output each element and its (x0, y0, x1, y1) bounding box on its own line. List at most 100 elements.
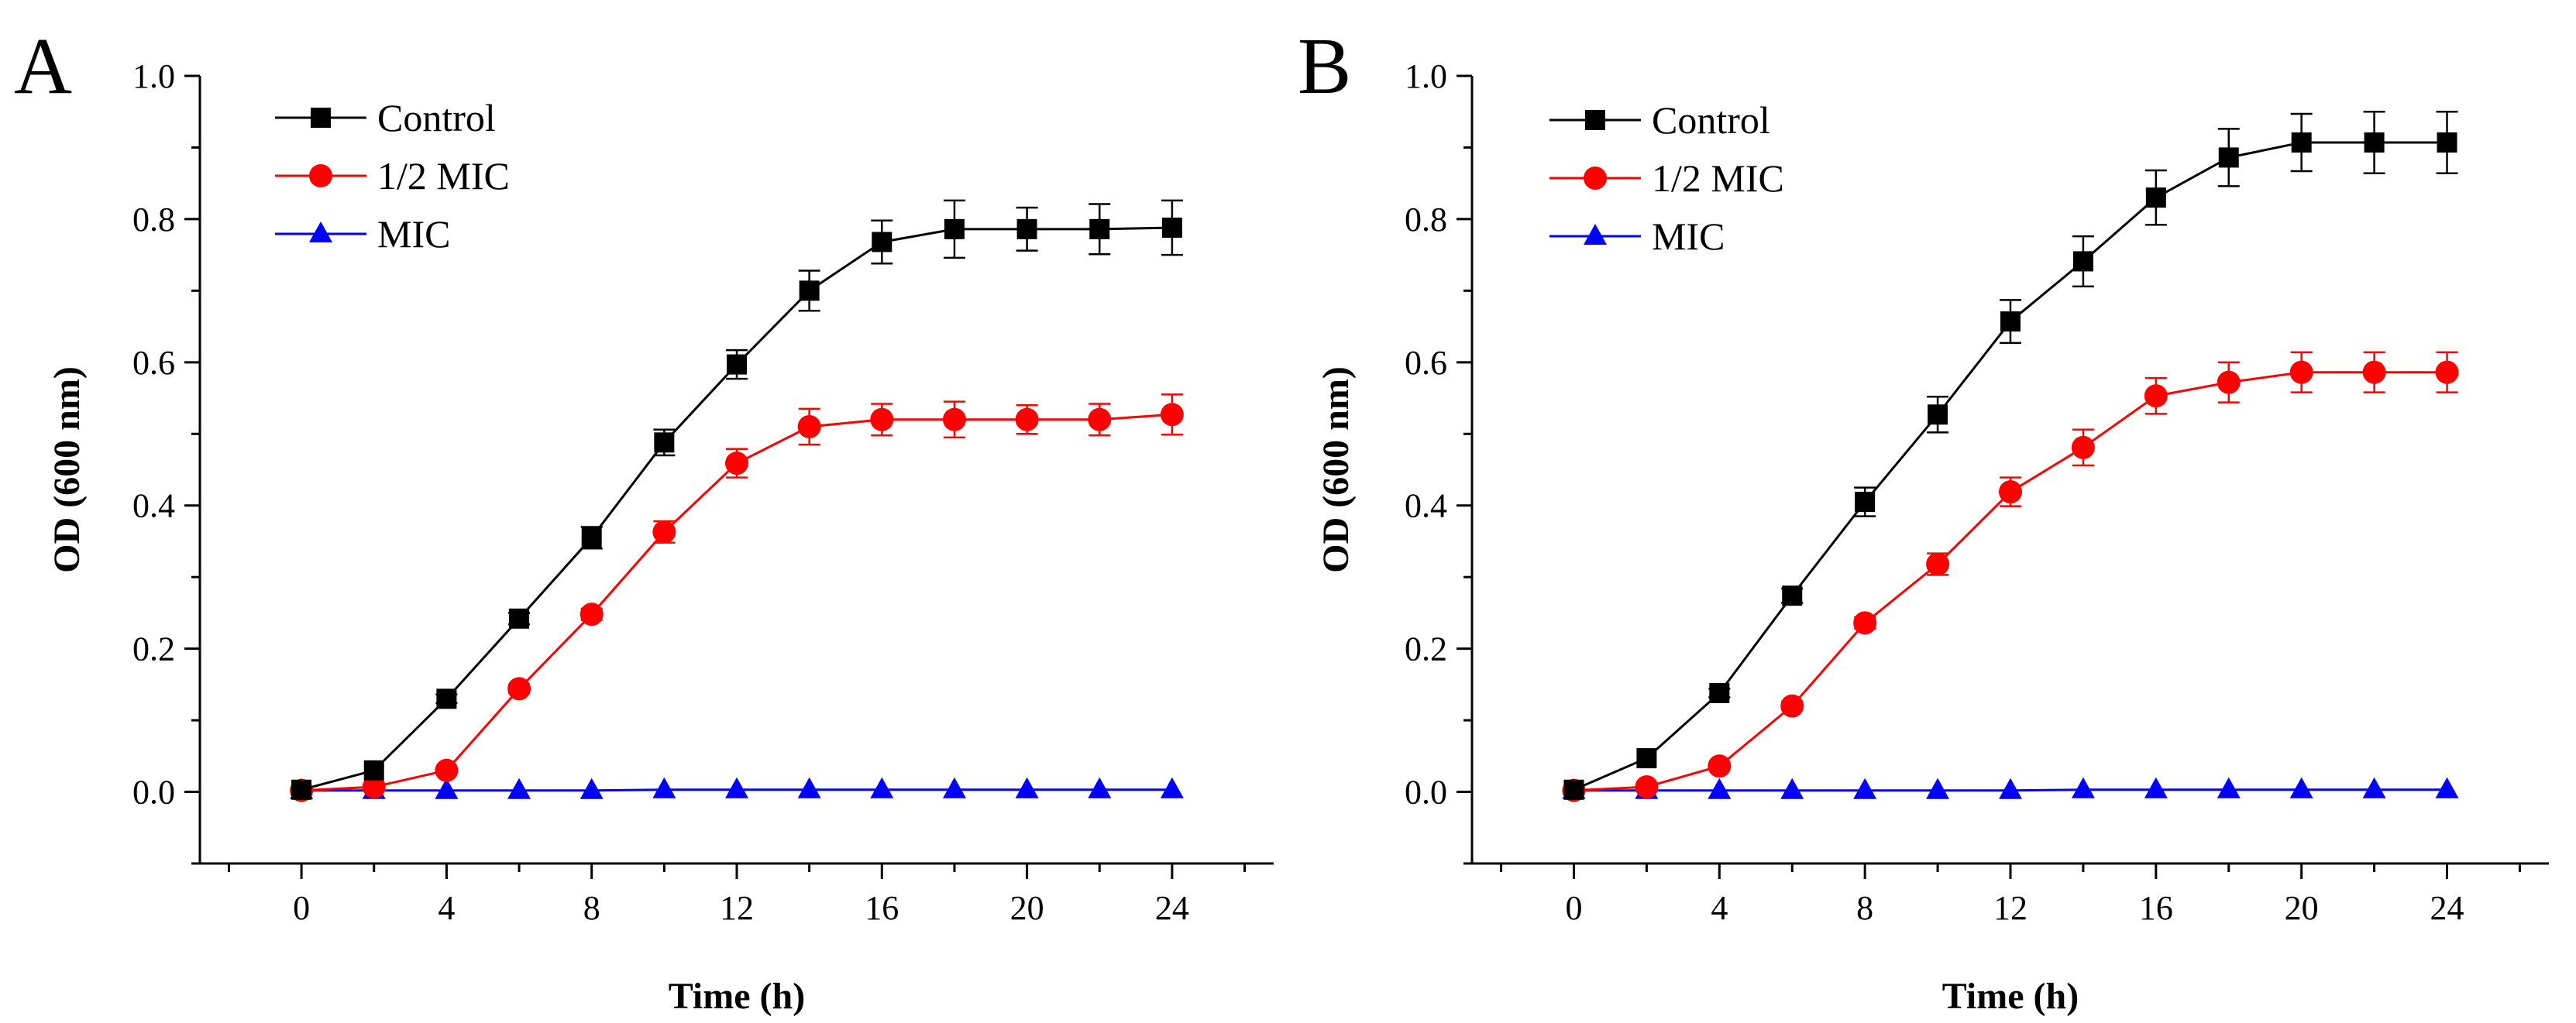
x-tick-label: 0 (1565, 889, 1582, 927)
data-point (2291, 132, 2312, 153)
series-line (301, 226, 1172, 791)
x-tick-label: 16 (865, 889, 899, 927)
data-point (1088, 777, 1112, 798)
legend-label: 1/2 MIC (1652, 156, 1784, 200)
data-point (2435, 777, 2459, 798)
x-tick-label: 20 (2285, 889, 2319, 927)
series-mic (1562, 777, 2459, 799)
y-tick-label: 0.4 (1405, 487, 1447, 525)
data-point (2217, 777, 2241, 798)
data-point (2144, 777, 2168, 798)
series-1-2-mic (1562, 351, 2459, 802)
x-axis-title: Time (h) (669, 976, 805, 1017)
data-point (2072, 251, 2093, 272)
x-tick-label: 8 (583, 889, 600, 927)
data-point (1926, 778, 1950, 799)
series-mic (290, 777, 1184, 799)
panel-a: 0.0 0.2 0.4 0.6 0.8 1.0 0 4 8 12 16 20 24 Time (h) OD … (14, 22, 1274, 1017)
data-point (1563, 779, 1584, 800)
x-axis-title: Time (h) (1942, 976, 2079, 1017)
data-point (870, 407, 894, 431)
data-point (507, 778, 531, 799)
data-point (1926, 552, 1950, 576)
data-point (2289, 777, 2313, 798)
data-point (1853, 778, 1877, 799)
x-tick-label: 24 (2430, 889, 2464, 927)
data-point (436, 688, 457, 709)
data-point (1928, 404, 1948, 425)
y-tick-label: 0.8 (1405, 201, 1447, 239)
y-axis-title: OD (600 nm) (1316, 366, 1357, 573)
data-point (435, 758, 459, 782)
legend-label: MIC (1652, 215, 1725, 258)
series-1-2-mic (290, 393, 1184, 802)
data-point (1709, 682, 1730, 703)
x-tick-label: 0 (293, 889, 310, 927)
y-tick-label: 0.2 (132, 630, 175, 668)
legend-label: Control (377, 96, 496, 139)
data-point (1780, 694, 1804, 718)
y-tick-label: 0.4 (132, 487, 175, 525)
legend-label: MIC (377, 212, 450, 256)
data-point (1999, 480, 2022, 504)
data-point (2289, 360, 2313, 384)
y-tick-label: 0.0 (132, 774, 175, 812)
data-point (797, 777, 821, 798)
data-point (507, 677, 531, 701)
data-point (1015, 407, 1039, 431)
x-tick-label: 4 (438, 889, 455, 927)
data-point (1780, 778, 1804, 799)
legend-marker (1584, 224, 1607, 245)
data-point (362, 775, 386, 799)
y-tick-label: 0.6 (1405, 344, 1447, 382)
y-tick-label: 0.0 (1405, 774, 1447, 812)
data-point (942, 777, 966, 798)
data-point (2217, 370, 2241, 394)
data-point (2435, 360, 2459, 384)
data-point (1708, 778, 1732, 799)
data-point (1088, 407, 1112, 431)
data-point (1855, 492, 1876, 513)
data-point (1015, 777, 1039, 798)
x-tick-label: 4 (1711, 889, 1728, 927)
legend-marker (1584, 166, 1607, 190)
data-point (2362, 360, 2386, 384)
x-tick-label: 12 (1993, 889, 2027, 927)
data-point (727, 354, 747, 375)
data-point (435, 778, 459, 799)
legend: Control 1/2 MIC MIC (1549, 98, 1784, 258)
panel-label: B (1298, 22, 1351, 111)
data-point (872, 232, 892, 252)
data-point (652, 520, 676, 544)
data-point (1999, 778, 2022, 799)
data-point (799, 280, 820, 301)
data-point (580, 602, 604, 627)
data-point (725, 777, 748, 798)
data-point (509, 608, 530, 629)
series-control (291, 199, 1183, 800)
data-point (2000, 311, 2021, 332)
data-point (580, 778, 604, 799)
data-point (1089, 218, 1110, 239)
y-tick-label: 0.6 (132, 344, 175, 382)
x-tick-label: 12 (720, 889, 754, 927)
data-point (2364, 132, 2385, 153)
data-point (2144, 384, 2168, 408)
data-point (2071, 435, 2095, 459)
data-point (654, 432, 675, 453)
legend-item-1-2-mic: 1/2 MIC (1549, 156, 1784, 200)
data-point (1160, 403, 1184, 427)
data-point (1636, 748, 1657, 769)
y-tick-label: 1.0 (1405, 57, 1447, 95)
series-line (1573, 371, 2447, 792)
legend-marker (309, 164, 332, 187)
data-point (363, 760, 384, 781)
data-point (1853, 611, 1877, 635)
legend-label: 1/2 MIC (377, 154, 510, 197)
data-point (2362, 777, 2386, 798)
legend-item-control: Control (275, 96, 496, 139)
data-point (1708, 754, 1732, 778)
data-point (2071, 777, 2095, 798)
panel-b: 0.0 0.2 0.4 0.6 0.8 1.0 0 4 8 12 16 20 24 Time (h) OD … (1298, 22, 2549, 1017)
y-tick-label: 0.2 (1405, 630, 1447, 668)
